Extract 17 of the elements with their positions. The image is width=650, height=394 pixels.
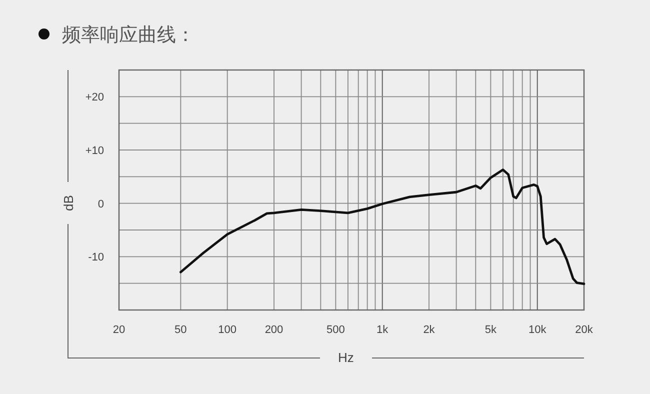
chart-title: 频率响应曲线： [62,24,195,46]
x-tick-label: 10k [528,324,547,336]
y-tick-label: 0 [98,198,104,210]
x-tick-label: 200 [264,324,284,336]
x-tick-label: 20k [575,324,594,336]
y-tick-label: +10 [85,145,104,157]
x-axis-title: Hz [338,350,354,365]
x-tick-label: 20 [112,324,126,336]
x-tick-label: 50 [174,324,187,336]
y-tick-label: -10 [88,252,104,264]
x-tick-label: 2k [423,324,436,336]
x-tick-label: 5k [484,324,497,336]
y-axis-title: dB [61,195,76,211]
x-tick-label: 500 [326,324,345,336]
y-tick-label: +20 [85,92,104,104]
x-tick-label: 1k [376,324,389,336]
x-tick-label: 100 [218,324,237,336]
